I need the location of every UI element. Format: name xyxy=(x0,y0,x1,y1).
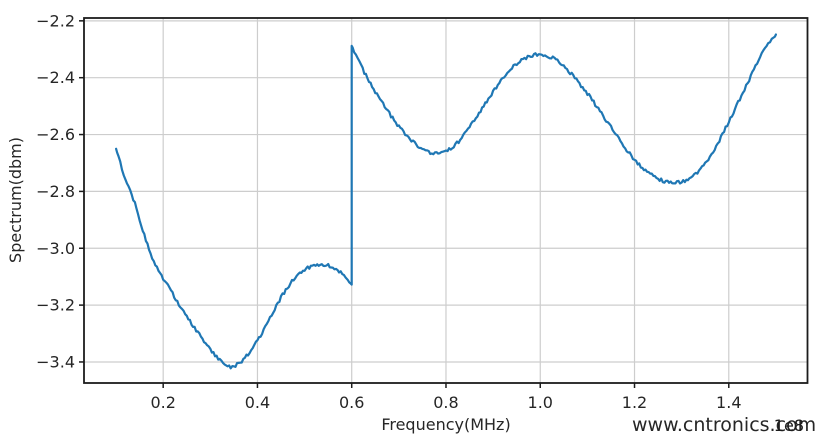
y-tick-label: −3.2 xyxy=(36,296,75,315)
x-tick-label: 1.4 xyxy=(716,393,741,412)
y-tick-label: −2.2 xyxy=(36,11,75,30)
x-axis-label: Frequency(MHz) xyxy=(381,415,510,434)
x-tick-labels: 0.2 0.4 0.6 0.8 1.0 1.2 1.4 xyxy=(150,393,741,412)
y-tick-label: −2.4 xyxy=(36,68,75,87)
tick-marks xyxy=(79,20,730,388)
x-tick-label: 0.4 xyxy=(245,393,270,412)
series-line xyxy=(115,33,777,370)
y-tick-label: −3.4 xyxy=(36,352,75,371)
x-tick-label: 1.2 xyxy=(622,393,647,412)
y-tick-label: −3.0 xyxy=(36,239,75,258)
y-tick-label: −2.8 xyxy=(36,182,75,201)
y-tick-labels: −2.2 −2.4 −2.6 −2.8 −3.0 −3.2 −3.4 xyxy=(36,11,75,371)
watermark: www.cntronics.com xyxy=(632,414,816,436)
x-tick-label: 0.2 xyxy=(150,393,175,412)
y-axis-label: Spectrum(dbm) xyxy=(6,137,25,263)
x-tick-label: 1.0 xyxy=(528,393,553,412)
x-tick-label: 0.6 xyxy=(339,393,364,412)
x-tick-label: 0.8 xyxy=(433,393,458,412)
axis-offset-label: 1e8 xyxy=(774,416,804,435)
y-tick-label: −2.6 xyxy=(36,125,75,144)
grid-layer xyxy=(84,18,808,383)
